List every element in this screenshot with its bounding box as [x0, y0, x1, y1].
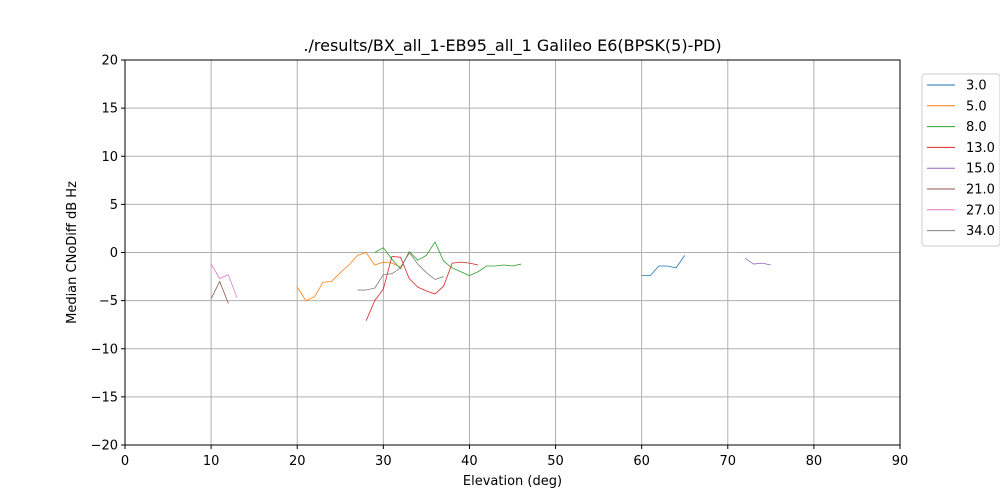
legend-item: 13.0: [927, 141, 995, 156]
legend-items: 3.0 5.0 8.0 13.0 15.0 21.0 27.0 34.0: [927, 79, 995, 239]
legend-label: 34.0: [966, 224, 995, 239]
legend-label: 5.0: [966, 99, 987, 114]
y-tick-label: 5: [110, 198, 118, 213]
legend-box: [921, 73, 1000, 247]
legend-label: 15.0: [966, 162, 995, 177]
legend-item: 3.0: [927, 79, 987, 94]
x-tick-label: 50: [547, 454, 564, 469]
x-tick-label: 20: [289, 454, 306, 469]
legend-item: 27.0: [927, 203, 995, 218]
x-axis-label: Elevation (deg): [463, 474, 562, 489]
legend-item: 34.0: [927, 224, 995, 239]
x-tick-label: 60: [633, 454, 650, 469]
series-line-15-0: [744, 257, 771, 266]
series-line-34-0: [357, 252, 444, 291]
y-axis-label: Median CNoDiff dB Hz: [65, 181, 80, 324]
y-tick-label: 0: [110, 246, 118, 261]
x-tick-label: 40: [461, 454, 478, 469]
legend: 3.0 5.0 8.0 13.0 15.0 21.0 27.0 34.0: [921, 73, 1000, 247]
y-tick-label: −20: [91, 439, 118, 454]
legend-item: 5.0: [927, 99, 987, 114]
y-tick-label: 10: [101, 150, 118, 165]
legend-label: 8.0: [966, 120, 987, 135]
y-tick-label: 20: [101, 54, 118, 69]
y-tick-label: −10: [91, 342, 118, 357]
x-tick-label: 90: [892, 454, 909, 469]
y-tick-label: −5: [99, 294, 118, 309]
legend-label: 27.0: [966, 203, 995, 218]
series-line-3-0: [641, 255, 686, 277]
series-line-21-0: [210, 280, 229, 304]
legend-label: 21.0: [966, 183, 995, 198]
legend-label: 3.0: [966, 79, 987, 94]
chart-title: ./results/BX_all_1-EB95_all_1 Galileo E6…: [303, 36, 721, 56]
legend-item: 21.0: [927, 183, 995, 198]
legend-label: 13.0: [966, 141, 995, 156]
series-line-27-0: [210, 263, 238, 298]
x-tick-label: 10: [203, 454, 220, 469]
x-tick-label: 70: [720, 454, 737, 469]
legend-item: 8.0: [927, 120, 987, 135]
x-tick-label: 80: [806, 454, 823, 469]
series-line-13-0: [365, 255, 479, 321]
y-tick-label: −15: [91, 390, 118, 405]
series-layer: [210, 241, 771, 321]
legend-item: 15.0: [927, 162, 995, 177]
x-tick-label: 0: [121, 454, 129, 469]
y-tick-label: 15: [101, 102, 118, 117]
series-line-8-0: [374, 241, 522, 277]
x-tick-label: 30: [375, 454, 392, 469]
